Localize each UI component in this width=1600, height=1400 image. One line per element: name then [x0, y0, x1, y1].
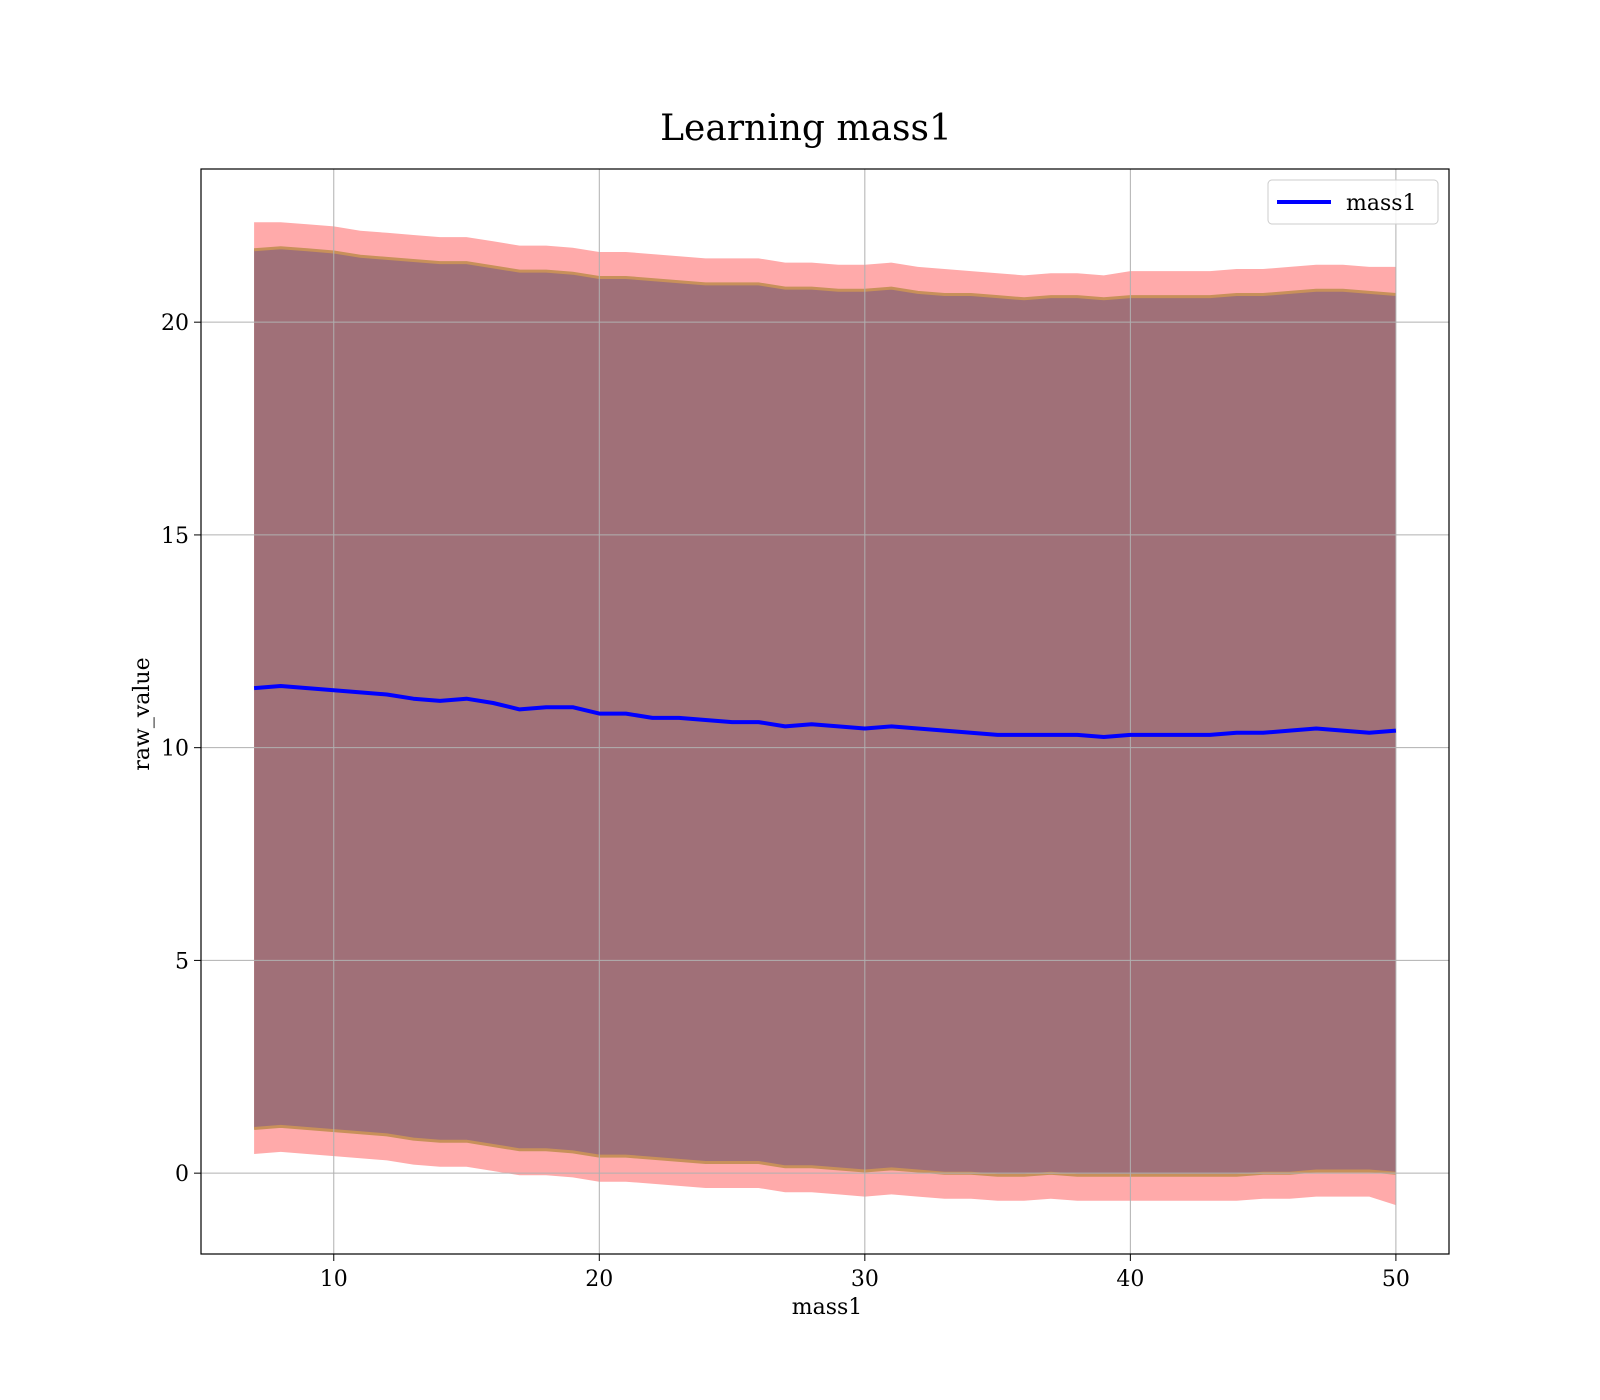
y-axis-label: raw_value [130, 657, 155, 770]
legend-frame [1267, 179, 1439, 225]
y-tick-label: 0 [175, 1162, 189, 1187]
x-tick-label: 10 [320, 1267, 348, 1292]
x-tick-label: 20 [585, 1267, 613, 1292]
x-tick-label: 50 [1382, 1267, 1410, 1292]
inner-band-lower-edge [253, 1124, 1397, 1177]
inner-band-upper-edge [253, 246, 1397, 301]
y-tick-label: 10 [161, 737, 189, 762]
legend-label-mass1: mass1 [1346, 191, 1417, 216]
y-tick-label: 5 [175, 949, 189, 974]
series-line-mass1 [253, 684, 1397, 739]
chart-title: Learning mass1 [660, 108, 952, 149]
inner-confidence-band [254, 247, 1396, 1176]
legend: mass1 [1267, 179, 1439, 225]
x-tick-label: 30 [851, 1267, 879, 1292]
x-tick-label: 40 [1116, 1267, 1144, 1292]
axis-ticks: 10 20 30 40 50 0 5 10 15 20 [161, 311, 1410, 1292]
plot-area [200, 168, 1450, 1255]
y-tick-label: 20 [161, 311, 189, 336]
plot-frame [200, 168, 1450, 1255]
y-tick-label: 15 [161, 524, 189, 549]
x-axis-label: mass1 [792, 1295, 863, 1320]
